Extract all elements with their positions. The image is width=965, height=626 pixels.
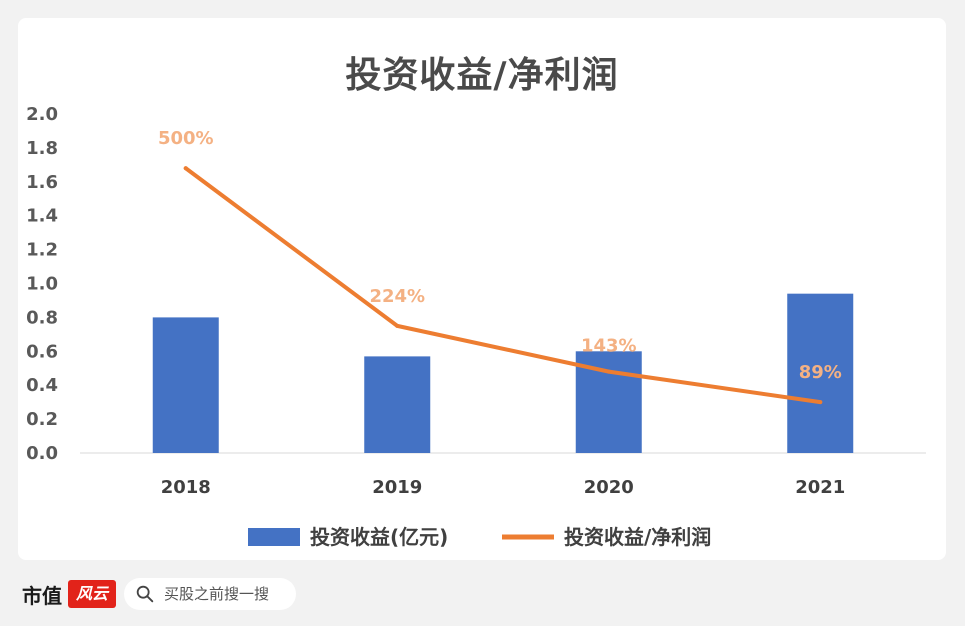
bar — [152, 317, 219, 453]
chart-title: 投资收益/净利润 — [345, 55, 619, 96]
legend-label: 投资收益(亿元) — [310, 525, 448, 549]
data-label: 89% — [799, 362, 842, 383]
y-tick-label: 1.4 — [26, 206, 58, 227]
data-label: 224% — [369, 286, 425, 307]
bar — [364, 356, 431, 453]
y-tick-label: 1.0 — [26, 274, 58, 295]
x-tick-label: 2020 — [584, 477, 634, 498]
y-tick-label: 1.6 — [26, 172, 58, 193]
y-tick-label: 0.2 — [26, 409, 58, 430]
brand-name: 市值 — [22, 584, 62, 608]
y-tick-label: 1.8 — [26, 138, 58, 159]
line-point — [183, 166, 188, 171]
x-tick-label: 2021 — [795, 477, 845, 498]
y-tick-label: 2.0 — [26, 104, 58, 125]
x-tick-label: 2018 — [161, 477, 211, 498]
line-point — [818, 400, 823, 405]
chart-card: 投资收益/净利润 0.0 0.2 0.4 0.6 0.8 1.0 1.2 1.4 1.6 1.8 2… — [18, 18, 946, 560]
y-tick-label: 0.8 — [26, 307, 58, 328]
search-input[interactable] — [162, 584, 296, 604]
y-tick-label: 0.0 — [26, 443, 58, 464]
y-tick-label: 0.6 — [26, 341, 58, 362]
legend-label: 投资收益/净利润 — [564, 525, 711, 549]
brand-logo: 风云 — [68, 580, 116, 608]
data-label: 500% — [158, 128, 214, 149]
legend-swatch-bar — [248, 528, 300, 546]
x-tick-label: 2019 — [372, 477, 422, 498]
line-point — [395, 323, 400, 328]
y-tick-label: 0.4 — [26, 375, 58, 396]
series-line — [183, 166, 823, 405]
combo-chart: 0.0 0.2 0.4 0.6 0.8 1.0 1.2 1.4 1.6 1.8 2.0 2018 201… — [26, 104, 926, 549]
bar — [787, 293, 854, 453]
line-point — [606, 369, 611, 374]
search-box[interactable] — [124, 578, 296, 610]
y-tick-label: 1.2 — [26, 240, 58, 261]
search-icon — [136, 585, 154, 603]
data-label: 143% — [581, 336, 637, 357]
footer-bar: 市值 风云 — [0, 566, 965, 626]
